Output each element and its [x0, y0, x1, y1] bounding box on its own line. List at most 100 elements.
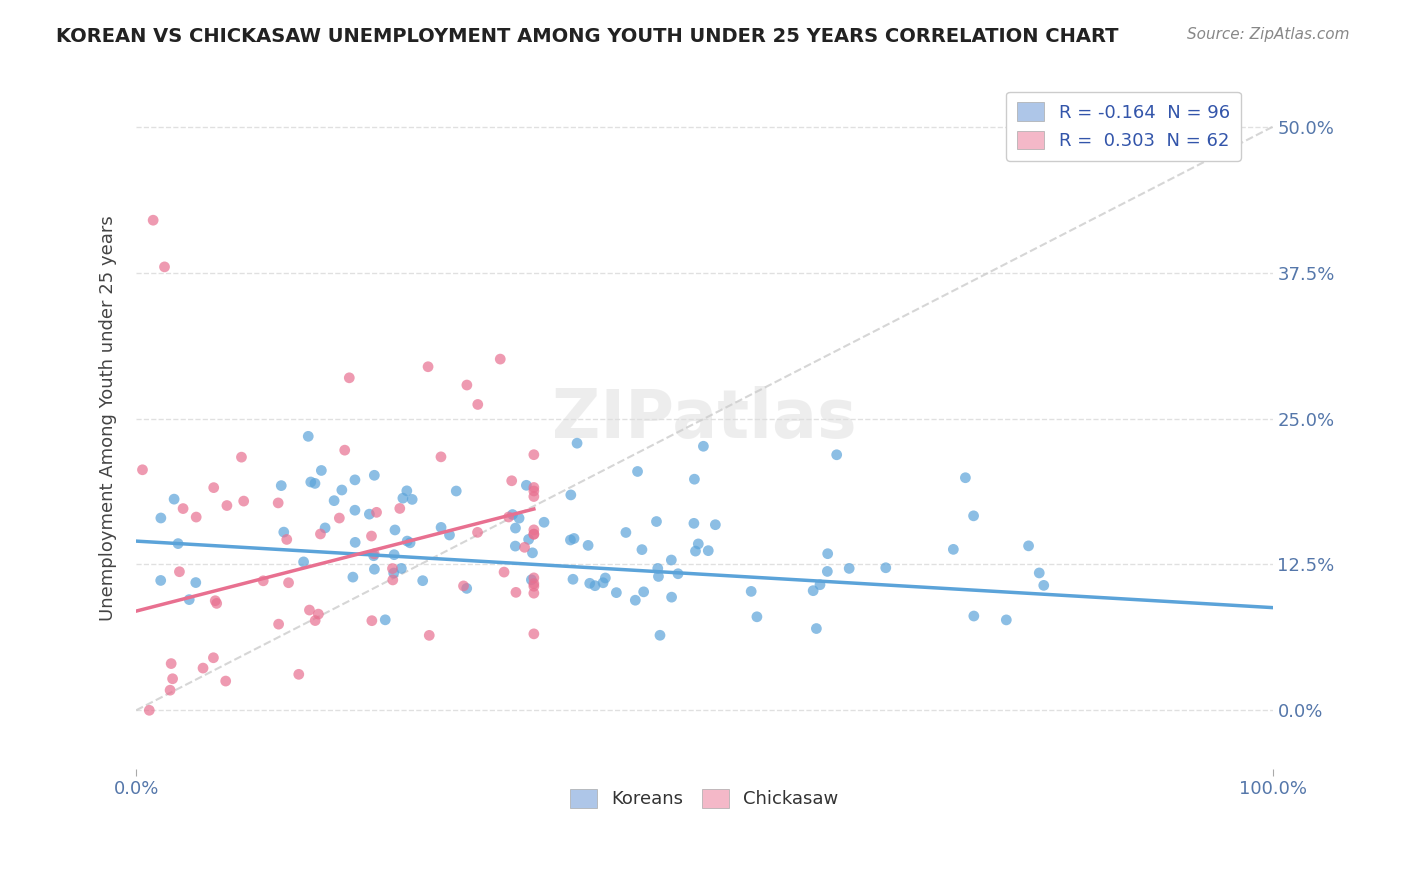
Koreans [179, 592, 201, 607]
Koreans [517, 533, 540, 547]
Koreans [508, 511, 530, 525]
Chickasaw [138, 703, 160, 717]
Chickasaw [381, 561, 404, 575]
Chickasaw [186, 510, 208, 524]
Koreans [583, 579, 606, 593]
Koreans [875, 560, 897, 574]
Koreans [683, 516, 706, 531]
Chickasaw [366, 505, 388, 519]
Koreans [163, 492, 186, 507]
Chickasaw [430, 450, 453, 464]
Chickasaw [523, 571, 546, 585]
Chickasaw [304, 614, 326, 628]
Chickasaw [307, 607, 329, 621]
Koreans [995, 613, 1018, 627]
Koreans [149, 511, 172, 525]
Koreans [299, 475, 322, 489]
Chickasaw [523, 627, 546, 641]
Koreans [647, 569, 669, 583]
Chickasaw [456, 378, 478, 392]
Koreans [633, 584, 655, 599]
Koreans [396, 534, 419, 549]
Chickasaw [204, 593, 226, 607]
Koreans [359, 507, 381, 521]
Chickasaw [523, 527, 546, 541]
Koreans [647, 561, 669, 575]
Koreans [382, 548, 405, 562]
Koreans [659, 553, 682, 567]
Koreans [942, 542, 965, 557]
Koreans [384, 523, 406, 537]
Chickasaw [287, 667, 309, 681]
Koreans [962, 508, 984, 523]
Koreans [363, 549, 385, 563]
Koreans [292, 555, 315, 569]
Koreans [592, 575, 614, 590]
Chickasaw [523, 576, 546, 591]
Koreans [1018, 539, 1040, 553]
Koreans [838, 561, 860, 575]
Koreans [439, 528, 461, 542]
Koreans [560, 533, 582, 547]
Koreans [344, 535, 367, 549]
Chickasaw [501, 474, 523, 488]
Koreans [330, 483, 353, 497]
Koreans [955, 471, 977, 485]
Koreans [808, 578, 831, 592]
Koreans [273, 525, 295, 540]
Chickasaw [202, 481, 225, 495]
Koreans [578, 576, 600, 591]
Koreans [363, 468, 385, 483]
Koreans [815, 565, 838, 579]
Koreans [363, 562, 385, 576]
Chickasaw [494, 565, 516, 579]
Koreans [576, 538, 599, 552]
Chickasaw [160, 657, 183, 671]
Koreans [304, 476, 326, 491]
Chickasaw [277, 575, 299, 590]
Chickasaw [418, 628, 440, 642]
Chickasaw [153, 260, 176, 274]
Koreans [801, 583, 824, 598]
Koreans [343, 503, 366, 517]
Koreans [314, 521, 336, 535]
Chickasaw [523, 527, 546, 541]
Chickasaw [381, 573, 404, 587]
Chickasaw [523, 579, 546, 593]
Koreans [167, 536, 190, 550]
Chickasaw [202, 650, 225, 665]
Koreans [626, 465, 648, 479]
Koreans [412, 574, 434, 588]
Chickasaw [169, 565, 191, 579]
Koreans [515, 478, 537, 492]
Chickasaw [523, 480, 546, 494]
Koreans [505, 521, 527, 535]
Chickasaw [453, 579, 475, 593]
Chickasaw [523, 448, 546, 462]
Chickasaw [205, 596, 228, 610]
Koreans [392, 491, 415, 505]
Chickasaw [360, 614, 382, 628]
Koreans [614, 525, 637, 540]
Koreans [740, 584, 762, 599]
Chickasaw [523, 490, 546, 504]
Koreans [1028, 566, 1050, 580]
Koreans [395, 483, 418, 498]
Koreans [688, 537, 710, 551]
Chickasaw [162, 672, 184, 686]
Koreans [697, 543, 720, 558]
Koreans [342, 570, 364, 584]
Koreans [456, 582, 478, 596]
Koreans [825, 448, 848, 462]
Koreans [343, 473, 366, 487]
Chickasaw [360, 529, 382, 543]
Chickasaw [523, 523, 546, 537]
Chickasaw [267, 496, 290, 510]
Chickasaw [489, 352, 512, 367]
Chickasaw [298, 603, 321, 617]
Koreans [595, 571, 617, 585]
Koreans [522, 546, 544, 560]
Koreans [562, 572, 585, 586]
Koreans [645, 515, 668, 529]
Koreans [399, 536, 422, 550]
